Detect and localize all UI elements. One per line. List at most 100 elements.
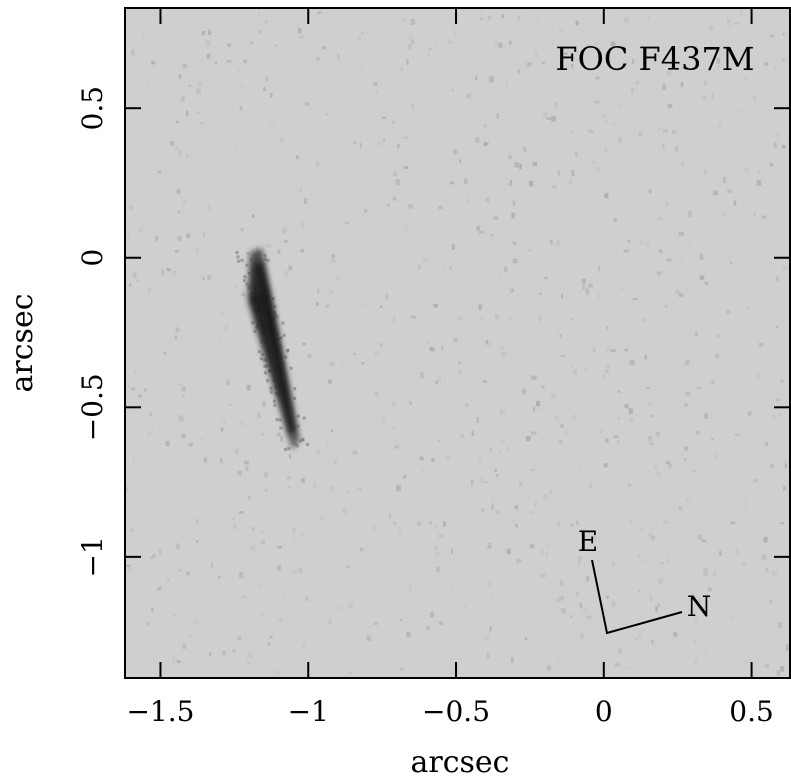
noise-speck [697,598,702,603]
streak-speck [266,258,270,262]
noise-speck [263,184,267,189]
noise-speck [560,424,565,428]
noise-speck [430,612,435,618]
noise-speck [258,29,261,34]
noise-speck [503,409,507,415]
noise-speck [617,417,620,420]
noise-speck [512,518,516,523]
noise-speck [293,65,298,70]
noise-speck [342,508,347,514]
noise-speck [380,611,384,616]
noise-speck [319,514,324,521]
streak-speck [263,253,267,257]
noise-speck [679,234,683,239]
noise-speck [158,549,162,555]
noise-speck [429,346,433,351]
noise-speck [486,546,491,549]
noise-speck [654,448,659,453]
noise-speck [172,657,176,663]
noise-speck [656,431,661,437]
noise-speck [183,199,187,205]
noise-speck [427,340,431,345]
noise-speck [638,516,643,523]
noise-speck [692,469,697,472]
noise-speck [400,668,404,671]
compass-north: N [687,590,712,623]
noise-speck [307,354,312,359]
noise-speck [256,437,260,442]
noise-speck [282,595,286,599]
noise-speck [703,413,709,420]
noise-speck [235,148,239,151]
noise-speck [747,411,752,416]
noise-speck [726,309,731,314]
noise-speck [634,637,639,641]
noise-speck [460,434,465,438]
noise-speck [252,13,256,16]
noise-speck [280,436,284,442]
noise-speck [640,272,646,277]
noise-speck [624,404,630,409]
noise-speck [448,40,453,44]
noise-speck [220,458,223,464]
streak-speck [266,379,269,383]
noise-speck [203,333,206,340]
noise-speck [264,489,268,492]
noise-speck [234,449,239,454]
noise-speck [385,294,389,301]
noise-speck [408,204,414,209]
noise-speck [267,641,271,646]
noise-speck [530,375,536,380]
noise-speck [764,270,770,274]
noise-speck [260,614,266,617]
noise-speck [758,434,763,441]
noise-speck [711,553,716,559]
noise-speck [538,315,542,322]
noise-speck [406,59,409,65]
noise-speck [523,146,527,153]
noise-speck [705,82,710,85]
noise-speck [435,380,439,384]
noise-speck [554,102,558,108]
noise-speck [671,130,677,134]
noise-speck [438,206,443,210]
noise-speck [551,185,557,189]
noise-speck [727,23,732,29]
noise-speck [344,221,350,225]
noise-speck [784,463,788,468]
noise-speck [505,82,509,88]
noise-speck [430,198,436,204]
noise-speck [775,275,780,282]
noise-speck [644,354,648,360]
noise-speck [781,643,786,648]
noise-speck [277,249,281,254]
streak-speck [293,387,297,391]
noise-speck [358,487,362,490]
noise-speck [506,182,511,187]
noise-speck [476,417,480,423]
noise-speck [141,33,145,39]
noise-speck [171,597,176,600]
x-tick-label: −0.5 [422,695,490,728]
noise-speck [126,486,129,492]
noise-speck [304,143,308,149]
noise-speck [138,226,143,233]
streak-speck [240,258,244,262]
noise-speck [238,46,243,50]
noise-speck [288,485,291,488]
noise-speck [666,559,669,564]
noise-speck [394,445,399,449]
noise-speck [304,102,310,106]
noise-speck [648,435,653,442]
noise-speck [383,535,388,542]
noise-speck [407,43,412,50]
noise-speck [502,422,505,426]
noise-speck [749,316,755,322]
noise-speck [512,258,518,264]
noise-speck [142,414,146,421]
noise-speck [183,85,186,91]
noise-speck [694,331,698,337]
compass: E N [578,525,712,635]
noise-speck [629,520,633,525]
noise-speck [174,250,179,253]
